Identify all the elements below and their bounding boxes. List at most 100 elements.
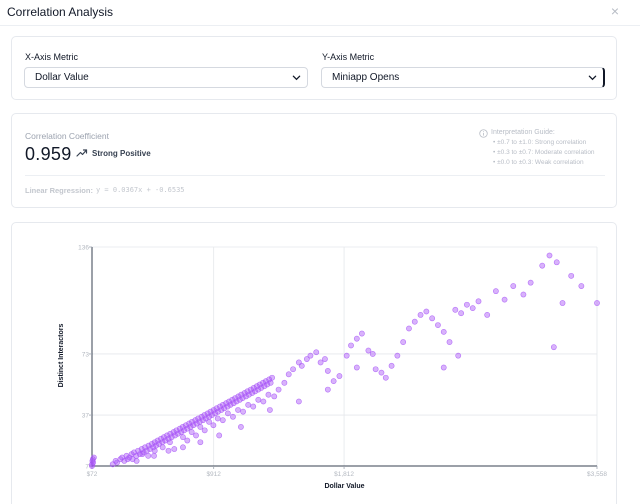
divider <box>25 175 605 176</box>
data-point <box>464 301 470 308</box>
data-point <box>260 398 267 405</box>
data-point <box>193 432 199 439</box>
data-point <box>266 376 273 383</box>
data-point <box>353 364 360 371</box>
data-point <box>348 342 354 349</box>
data-point <box>227 401 234 408</box>
data-point <box>158 435 164 442</box>
data-point <box>446 339 453 345</box>
scatter-chart: $72 $912 $1,812 $3,558 7 37 73 136 Dollar Value D… <box>58 245 607 491</box>
data-point <box>90 454 97 461</box>
data-point <box>223 400 230 407</box>
data-point <box>188 429 195 435</box>
data-point <box>252 388 259 395</box>
x-tick-label: $72 <box>87 471 98 478</box>
chevron-down-icon <box>588 75 597 81</box>
y-tick-label: 136 <box>78 245 89 252</box>
data-point <box>440 328 447 335</box>
data-point <box>324 386 331 393</box>
x-tick-label: $912 <box>206 471 221 478</box>
data-point <box>90 459 97 466</box>
x-axis-metric-label: X-Axis Metric <box>25 52 79 62</box>
data-point <box>204 410 211 417</box>
data-point <box>455 352 462 359</box>
data-point <box>266 407 273 413</box>
data-point <box>181 427 188 434</box>
data-point <box>290 366 296 373</box>
data-point <box>258 385 265 391</box>
data-point <box>175 430 181 437</box>
data-point <box>121 458 128 464</box>
data-point <box>527 279 534 286</box>
y-tick-label: 37 <box>82 413 90 420</box>
data-point <box>229 396 236 403</box>
data-point <box>435 322 441 328</box>
y-axis-metric-value: Miniapp Opens <box>332 72 400 83</box>
correlation-strength-badge: Strong Positive <box>92 149 151 158</box>
data-point <box>148 441 155 447</box>
data-point <box>151 452 157 459</box>
data-point <box>458 310 465 317</box>
data-point <box>388 362 395 369</box>
data-point <box>253 383 260 390</box>
data-point <box>406 325 412 332</box>
data-point <box>285 371 292 378</box>
data-point <box>568 272 575 279</box>
data-point <box>343 352 350 359</box>
data-point <box>159 444 166 451</box>
data-point <box>190 422 197 429</box>
data-point <box>206 418 212 425</box>
data-point <box>165 435 172 442</box>
data-point <box>378 369 385 376</box>
linear-regression-equation: y = 0.0367x + -0.6535 <box>96 186 185 194</box>
data-point <box>184 437 191 444</box>
data-point <box>168 434 175 441</box>
guide-item-strong: • ±0.7 to ±1.0: Strong correlation <box>493 139 587 146</box>
data-point <box>330 378 337 385</box>
x-axis-metric-value: Dollar Value <box>35 72 89 83</box>
data-point <box>139 451 146 458</box>
data-point <box>233 398 240 405</box>
data-point <box>133 458 140 464</box>
data-point <box>170 429 177 435</box>
data-point <box>578 283 585 289</box>
data-point <box>429 315 436 322</box>
data-point <box>247 386 254 393</box>
data-point <box>180 444 186 451</box>
data-point <box>123 452 130 459</box>
data-point <box>255 396 262 403</box>
data-point <box>215 408 221 415</box>
data-point <box>241 390 248 396</box>
data-point <box>475 298 482 305</box>
data-point <box>394 352 401 359</box>
correlation-coefficient-value: 0.959 <box>25 144 72 164</box>
data-point <box>275 386 282 393</box>
data-point <box>417 312 424 318</box>
data-point <box>423 308 430 315</box>
data-point <box>317 359 324 366</box>
y-axis-metric-select[interactable]: Miniapp Opens <box>321 67 605 88</box>
close-icon[interactable]: × <box>610 3 620 19</box>
data-point <box>358 330 365 337</box>
trending-up-icon <box>76 149 88 157</box>
data-point <box>324 368 331 374</box>
data-point <box>167 439 173 446</box>
data-point <box>198 413 205 420</box>
data-point <box>219 417 226 424</box>
data-point <box>546 252 553 259</box>
data-point <box>165 447 172 454</box>
y-tick-label: 73 <box>82 351 90 358</box>
data-point <box>271 393 278 400</box>
guide-item-weak: • ±0.0 to ±0.3: Weak correlation <box>493 159 584 166</box>
data-point <box>126 454 133 461</box>
x-axis-title: Dollar Value <box>324 483 364 490</box>
data-point <box>186 420 192 427</box>
data-point <box>210 422 217 429</box>
data-point <box>303 356 310 362</box>
data-point <box>209 412 215 418</box>
data-point <box>176 425 183 432</box>
x-axis-metric-select[interactable]: Dollar Value <box>24 67 308 88</box>
data-point <box>295 398 302 405</box>
data-point <box>260 379 266 386</box>
data-point <box>400 339 407 345</box>
